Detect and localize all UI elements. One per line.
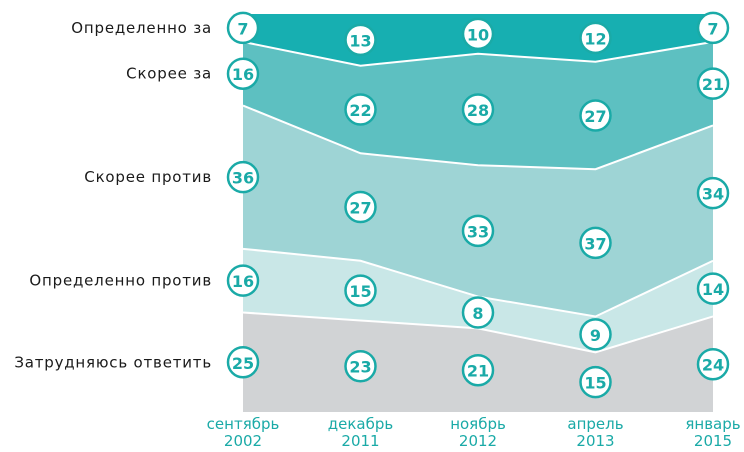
x-tick-label: декабрь 2011: [327, 415, 394, 450]
value-badge: [344, 23, 377, 57]
value-badge: [344, 274, 377, 307]
separator: [242, 40, 714, 67]
value-badge: [344, 93, 377, 126]
value-label: 33: [467, 222, 489, 241]
legend-label: Скорее за: [126, 65, 212, 83]
value-label: 28: [467, 101, 489, 120]
value-badge: [344, 190, 377, 224]
legend-label: Определенно за: [71, 19, 212, 37]
value-badge: [226, 160, 260, 194]
value-label: 24: [702, 356, 724, 375]
value-badge: [579, 318, 612, 351]
value-label: 15: [584, 374, 606, 393]
value-badge: [226, 264, 260, 297]
value-label: 25: [232, 354, 254, 373]
value-badge: [226, 346, 260, 379]
value-label: 22: [349, 101, 371, 120]
value-label: 9: [590, 326, 601, 345]
x-tick-label: сентябрь 2002: [206, 415, 280, 450]
value-badge: [696, 176, 730, 210]
value-label: 14: [702, 280, 724, 299]
value-badge: [696, 11, 730, 45]
value-badge: [461, 296, 495, 329]
value-label: 37: [584, 234, 606, 253]
value-badge: [696, 67, 730, 100]
area: [243, 105, 713, 317]
legend-label: Затрудняюсь ответить: [14, 353, 212, 371]
value-label: 21: [467, 362, 489, 381]
value-label: 15: [349, 282, 371, 301]
value-badge: [579, 226, 612, 260]
value-badge: [579, 99, 612, 132]
x-tick-label: январь 2015: [685, 415, 741, 450]
value-label: 13: [349, 31, 371, 50]
value-badge: [579, 365, 612, 399]
value-badge: [461, 353, 495, 387]
value-label: 12: [584, 29, 606, 48]
value-label: 7: [707, 19, 718, 38]
value-badge: [461, 214, 495, 248]
x-tick-label: ноябрь 2012: [450, 415, 506, 450]
value-label: 16: [232, 272, 254, 291]
value-label: 36: [232, 169, 254, 188]
x-tick-label: апрель 2013: [567, 415, 624, 450]
value-label: 8: [472, 304, 483, 323]
value-label: 10: [467, 25, 489, 44]
value-badge: [696, 272, 730, 305]
value-badge: [226, 57, 260, 90]
legend-label: Определенно против: [29, 272, 212, 290]
value-badge: [344, 349, 377, 383]
value-label: 16: [232, 65, 254, 84]
value-label: 21: [702, 75, 724, 94]
value-label: 7: [237, 19, 248, 38]
value-label: 23: [349, 358, 371, 377]
value-label: 27: [584, 107, 606, 126]
legend-label: Скорее против: [84, 168, 212, 186]
value-badge: [461, 17, 495, 51]
separator: [242, 104, 714, 171]
value-badge: [696, 347, 730, 381]
value-label: 27: [349, 199, 371, 218]
value-label: 34: [702, 185, 724, 204]
value-badge: [226, 11, 260, 45]
value-badge: [461, 93, 495, 126]
value-badge: [579, 21, 612, 55]
